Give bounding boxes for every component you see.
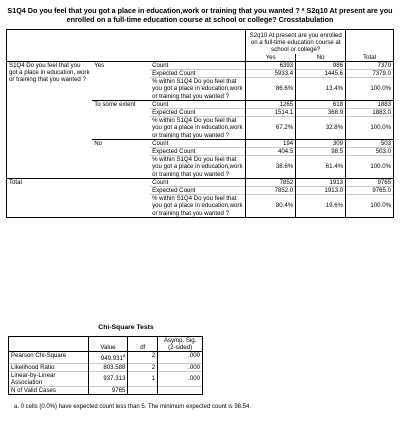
cell xyxy=(157,386,203,396)
cell: 503 xyxy=(345,138,394,148)
cell: 1265 xyxy=(245,99,296,109)
cell: 1445.6 xyxy=(295,69,346,78)
cell xyxy=(127,386,158,396)
cell: 2 xyxy=(127,351,158,364)
cell: 7379 xyxy=(345,60,394,70)
cell: .000 xyxy=(157,362,203,372)
cell: .000 xyxy=(157,370,203,387)
cell: 937.313 xyxy=(87,370,128,387)
stat-label-percent: % within S1Q4 Do you feel that you got a… xyxy=(150,77,246,101)
stat-label-count: Count xyxy=(150,60,246,70)
cell: 309 xyxy=(295,138,346,148)
cell: 1 xyxy=(127,370,158,387)
cell: 803.588 xyxy=(87,362,128,372)
cell: 100.0% xyxy=(345,194,394,218)
col-header-yes: Yes xyxy=(245,53,296,62)
cell: 1913 xyxy=(295,177,346,187)
chi-row-label: Pearson Chi-Square xyxy=(8,351,89,364)
total-label: Total xyxy=(6,177,151,218)
cell: .000 xyxy=(157,351,203,364)
cell: 949.931a xyxy=(87,351,128,364)
row-var-label: S1Q4 Do you feel that you got a place in… xyxy=(6,60,93,179)
cell: 2 xyxy=(127,362,158,372)
cell: 80.4% xyxy=(245,194,296,218)
cell: 7852.0 xyxy=(245,186,296,195)
chi-row-label: Likelihood Ratio xyxy=(8,362,89,372)
group-label-to-some-extent: To some extent xyxy=(92,99,151,140)
chi-row-label: Linear-by-Linear Association xyxy=(8,370,89,387)
cell: 98.5 xyxy=(295,147,346,156)
col-var-label: S2q10 At present are you enrolled on a f… xyxy=(245,28,346,54)
cell: 503.0 xyxy=(345,147,394,156)
stat-label-count: Count xyxy=(150,177,246,187)
cell: 9765 xyxy=(345,177,394,187)
col-header-no: No xyxy=(295,53,346,62)
col-header-total: Total xyxy=(345,53,394,62)
chi-square-title: Chi-Square Tests xyxy=(98,324,154,331)
cell: 9765.0 xyxy=(345,186,394,195)
stat-label-count: Count xyxy=(150,99,246,109)
cell: 5933.4 xyxy=(245,69,296,78)
chi-header-df: df xyxy=(127,335,158,353)
chi-header-value: Value xyxy=(87,335,128,353)
cell: 100.0% xyxy=(345,116,394,140)
stat-label-expected: Expected Count xyxy=(150,108,246,117)
cell: 61.4% xyxy=(295,155,346,179)
cell: 6393 xyxy=(245,60,296,70)
cell: 618 xyxy=(295,99,346,109)
stat-label-percent: % within S1Q4 Do you feel that you got a… xyxy=(150,194,246,218)
chi-header-sig: Asymp. Sig. (2-sided) xyxy=(157,335,203,353)
cell: 7852 xyxy=(245,177,296,187)
cell: 194 xyxy=(245,138,296,148)
cell: 1883 xyxy=(345,99,394,109)
cell: 100.0% xyxy=(345,155,394,179)
chi-row-label: N of Valid Cases xyxy=(8,386,89,396)
crosstab-title: S1Q4 Do you feel that you got a place in… xyxy=(7,6,393,24)
cell: 38.6% xyxy=(245,155,296,179)
group-label-yes: Yes xyxy=(92,60,151,101)
cell: 100.0% xyxy=(345,77,394,101)
cell: 7379.0 xyxy=(345,69,394,78)
cell: 19.6% xyxy=(295,194,346,218)
cell: 404.5 xyxy=(245,147,296,156)
cell: 1883.0 xyxy=(345,108,394,117)
cell: 986 xyxy=(295,60,346,70)
chi-square-footnote: a. 0 cells (0.0%) have expected count le… xyxy=(14,404,252,410)
crosstab-corner xyxy=(5,29,246,62)
stat-label-expected: Expected Count xyxy=(150,147,246,156)
cell: 86.6% xyxy=(245,77,296,101)
cell: 368.9 xyxy=(295,108,346,117)
stat-label-expected: Expected Count xyxy=(150,186,246,195)
chi-square-table: Value df Asymp. Sig. (2-sided) Pearson C… xyxy=(8,335,203,396)
stat-label-percent: % within S1Q4 Do you feel that you got a… xyxy=(150,155,246,179)
cell: 1514.1 xyxy=(245,108,296,117)
group-label-no: No xyxy=(92,138,151,179)
stat-label-count: Count xyxy=(150,138,246,148)
cell: 67.2% xyxy=(245,116,296,140)
cell: 32.8% xyxy=(295,116,346,140)
cell: 13.4% xyxy=(295,77,346,101)
cell: 1913.0 xyxy=(295,186,346,195)
stat-label-expected: Expected Count xyxy=(150,69,246,78)
cell: 9765 xyxy=(87,386,128,396)
crosstab-table: S2q10 At present are you enrolled on a f… xyxy=(5,28,394,218)
stat-label-percent: % within S1Q4 Do you feel that you got a… xyxy=(150,116,246,140)
